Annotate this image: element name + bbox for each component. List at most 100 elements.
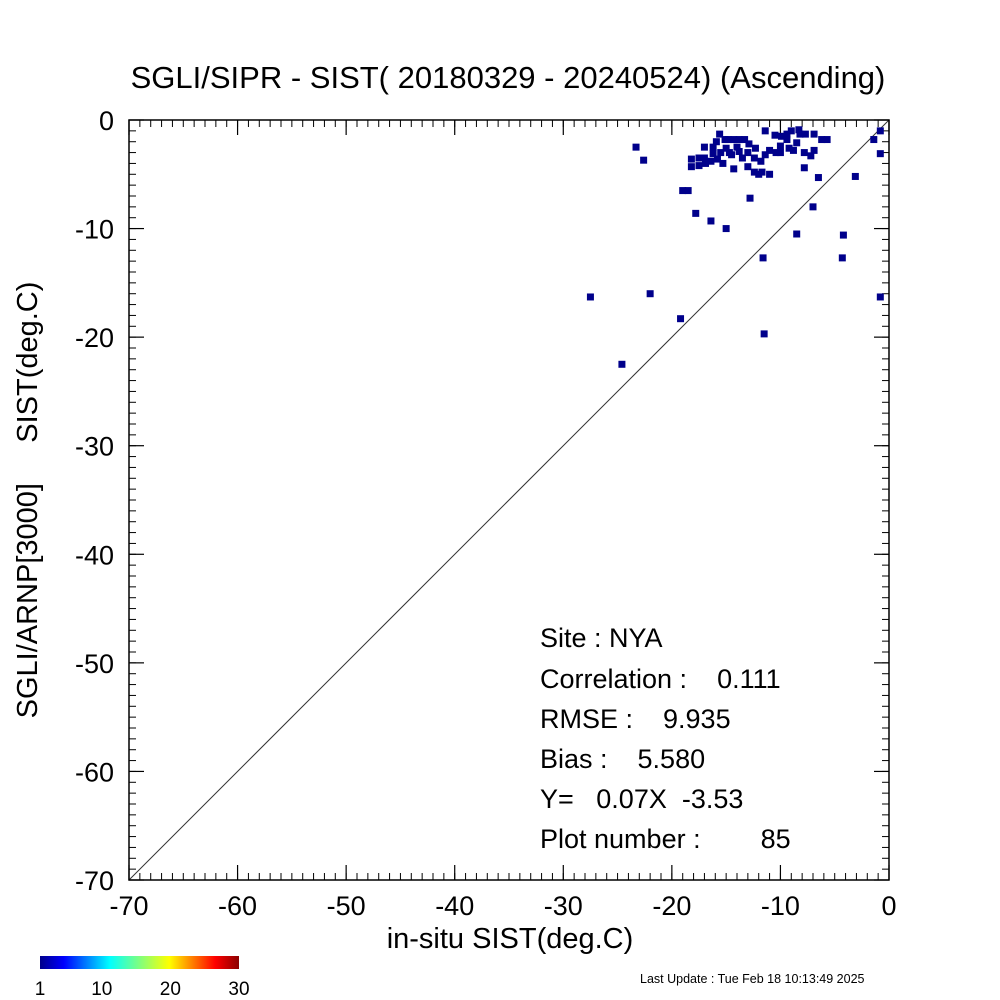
data-point [751, 144, 759, 152]
data-point [810, 146, 818, 154]
data-point [814, 174, 822, 182]
data-point [687, 163, 695, 171]
data-point [707, 157, 715, 165]
data-point [640, 156, 648, 164]
data-point [745, 140, 753, 148]
data-point [586, 293, 594, 301]
x-tick-label: -20 [652, 891, 691, 921]
data-point [789, 146, 797, 154]
data-point [738, 154, 746, 162]
data-point [783, 130, 791, 138]
data-point [730, 165, 738, 173]
data-point [810, 130, 818, 138]
stats-bias: Bias : 5.580 [540, 744, 705, 774]
data-points [586, 126, 884, 368]
data-point [795, 126, 803, 134]
data-point [687, 155, 695, 163]
data-point [793, 139, 801, 147]
data-point [733, 143, 741, 151]
colorbar [40, 956, 239, 969]
data-point [679, 187, 687, 195]
data-point [823, 136, 831, 144]
data-point [719, 159, 727, 167]
y-tick-label: -10 [75, 215, 114, 245]
y-tick-label: -20 [75, 323, 114, 353]
data-point [700, 154, 708, 162]
y-tick-label: -70 [75, 866, 114, 896]
stats-plot-number: Plot number : 85 [540, 824, 791, 854]
data-point [677, 315, 685, 323]
data-point [761, 151, 769, 159]
colorbar-label: 1 [35, 979, 46, 1000]
y-tick-label: -40 [75, 540, 114, 570]
stats-regression: Y= 0.07X -3.53 [540, 784, 743, 814]
data-point [787, 127, 795, 135]
data-point [702, 159, 710, 167]
x-tick-label: 0 [881, 891, 896, 921]
data-point [757, 157, 765, 165]
y-tick-label: -30 [75, 432, 114, 462]
data-point [838, 254, 846, 262]
data-point [759, 254, 767, 262]
data-point [722, 225, 730, 233]
data-point [755, 170, 763, 178]
stats-correlation: Correlation : 0.111 [540, 664, 781, 694]
y-tick-label: 0 [99, 106, 114, 136]
data-point [766, 146, 774, 154]
colorbar-label: 30 [228, 979, 249, 1000]
data-point [692, 209, 700, 217]
data-point [684, 187, 692, 195]
data-point [695, 162, 703, 170]
data-point [746, 194, 754, 202]
data-point [709, 150, 717, 158]
x-tick-label: -30 [544, 891, 583, 921]
data-point [709, 143, 717, 151]
data-point [876, 150, 884, 158]
reference-line-1to1 [128, 119, 890, 881]
data-point [801, 130, 809, 138]
data-point [839, 231, 847, 239]
data-point [750, 168, 758, 176]
data-point [700, 143, 708, 151]
data-point [735, 147, 743, 155]
y-tick-label: -50 [75, 649, 114, 679]
data-point [876, 293, 884, 301]
data-point [713, 155, 721, 163]
data-point [741, 136, 749, 144]
data-point [716, 130, 724, 138]
stats-site: Site : NYA [540, 623, 663, 653]
data-point [717, 149, 725, 157]
data-point [809, 203, 817, 211]
data-point [800, 164, 808, 172]
data-point [695, 154, 703, 162]
x-tick-label: -40 [435, 891, 474, 921]
x-tick-label: -70 [109, 891, 148, 921]
data-point [744, 163, 752, 171]
x-tick-label: -10 [761, 891, 800, 921]
data-point [771, 131, 779, 139]
y-axis-title: SGLI/ARNP[3000] SIST(deg.C) [12, 282, 44, 719]
x-tick-label: -50 [327, 891, 366, 921]
data-point [776, 149, 784, 157]
last-update-text: Last Update : Tue Feb 18 10:13:49 2025 [640, 972, 865, 986]
data-point [818, 136, 826, 144]
data-point [761, 127, 769, 135]
data-point [750, 154, 758, 162]
data-point [778, 132, 786, 140]
colorbar-label: 10 [91, 979, 112, 1000]
x-tick-labels: -70 -60 -50 -40 -30 -20 -10 0 [109, 891, 896, 921]
data-point [730, 136, 738, 144]
data-point [618, 360, 626, 368]
data-point [721, 136, 729, 144]
data-point [800, 149, 808, 157]
data-point [851, 172, 859, 180]
data-point [785, 144, 793, 152]
data-point [735, 136, 743, 144]
data-point [766, 170, 774, 178]
y-tick-labels: 0 -10 -20 -30 -40 -50 -60 -70 [75, 106, 114, 896]
data-point [793, 230, 801, 238]
x-axis-title: in-situ SIST(deg.C) [387, 923, 634, 955]
colorbar-labels: 1 10 20 30 [35, 979, 250, 1000]
data-point [772, 149, 780, 157]
colorbar-label: 20 [160, 979, 181, 1000]
